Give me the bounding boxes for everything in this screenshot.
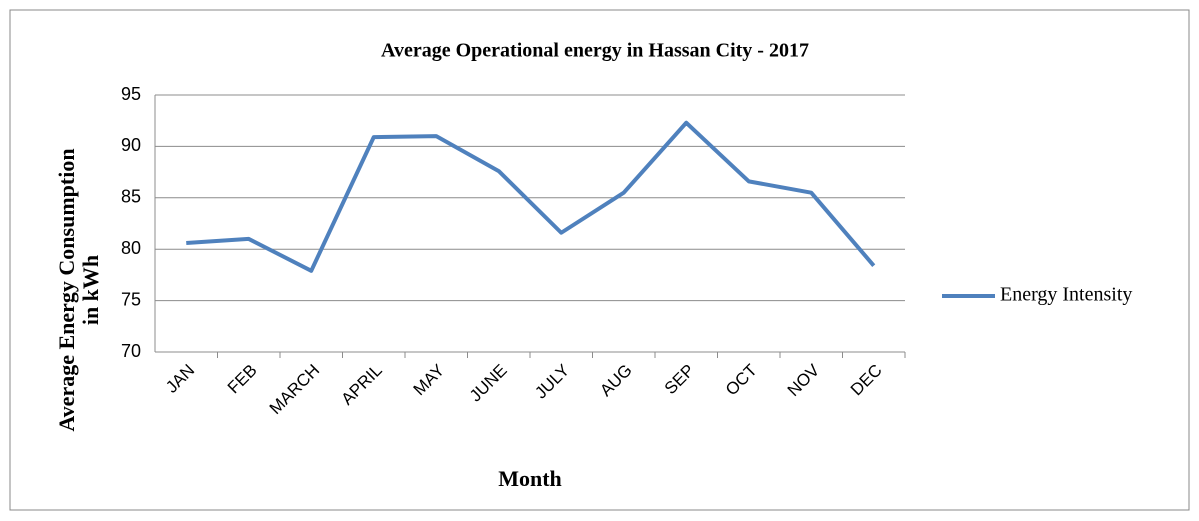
x-axis-title: Month — [498, 466, 562, 491]
y-tick-label: 80 — [121, 238, 141, 258]
chart-title: Average Operational energy in Hassan Cit… — [381, 40, 809, 62]
y-tick-label: 70 — [121, 341, 141, 361]
chart-border — [9, 9, 1190, 511]
legend-label: Energy Intensity — [1000, 284, 1132, 306]
series-line — [186, 120, 876, 273]
y-tick-label: 90 — [121, 135, 141, 155]
y-tick-label: 75 — [121, 289, 141, 309]
y-axis-title: Average Energy Consumption in kWh — [54, 148, 103, 432]
y-tick-label: 95 — [121, 84, 141, 104]
y-tick-label: 85 — [121, 187, 141, 207]
